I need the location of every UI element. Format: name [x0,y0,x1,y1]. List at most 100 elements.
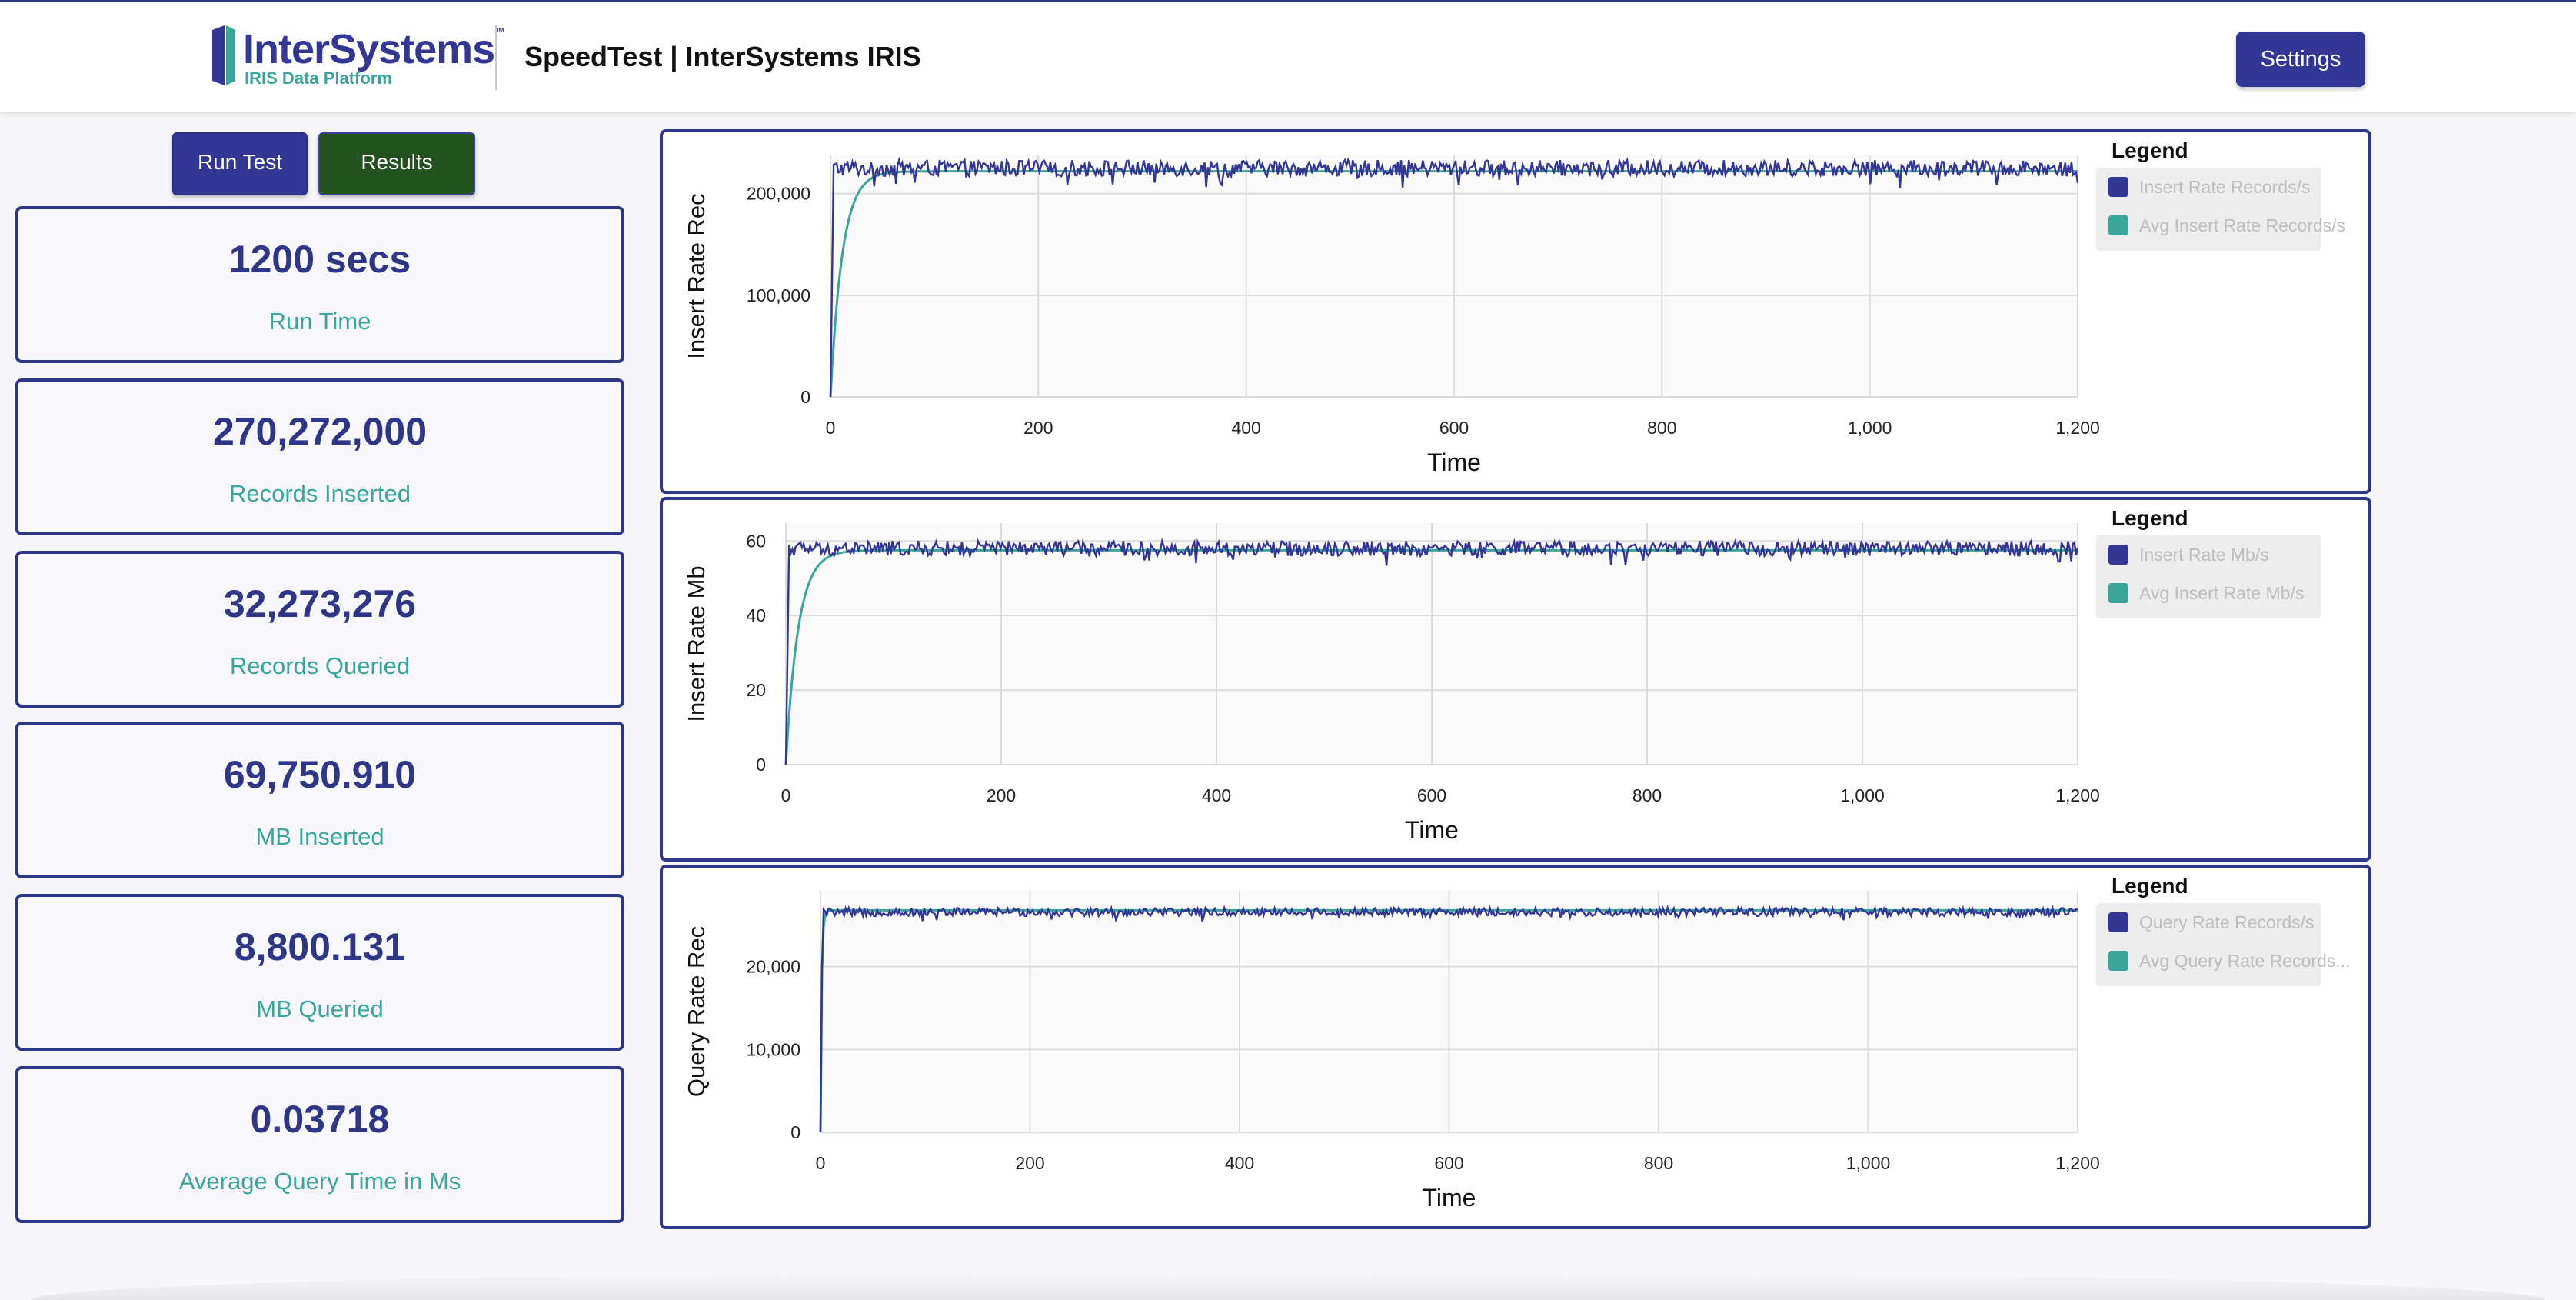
x-axis-label: Time [1427,448,1481,476]
x-tick-label: 200 [1015,1153,1044,1173]
stat-card-mb-queried: 8,800.131 MB Queried [15,894,624,1051]
legend: Insert Rate Mb/s Avg Insert Rate Mb/s [2096,535,2321,618]
x-tick-label: 1,200 [2055,1153,2100,1173]
stat-label: Run Time [268,308,371,335]
series-line-rate [829,156,2079,398]
legend-swatch [2108,215,2128,235]
stat-card-avg-query-time: 0.03718 Average Query Time in Ms [15,1066,624,1223]
stat-value: 8,800.131 [234,925,406,968]
legend-title: Legend [2112,874,2188,898]
logo-name: InterSystems™ [243,25,505,72]
logo-tagline: IRIS Data Platform [245,68,392,88]
x-tick-label: 400 [1202,785,1231,805]
y-axis-label: Insert Rate Rec [683,193,710,358]
x-tick-label: 800 [1632,785,1662,805]
bottom-shadow [31,1271,2545,1300]
x-tick-label: 1,000 [1848,418,1892,438]
legend-swatch [2108,545,2128,565]
series-line-average [784,548,2078,765]
stat-label: MB Queried [256,995,384,1022]
x-tick-label: 600 [1439,418,1469,438]
legend-label: Avg Insert Rate Mb/s [2139,583,2305,603]
legend-label: Query Rate Records/s [2139,912,2315,932]
stat-value: 69,750.910 [223,753,417,796]
chart-panel-query-rate-rec: 0 200 400 600 800 1,000 1,200 0 10,000 20,000 Time… [660,865,2371,1229]
x-tick-label: 1,200 [2055,418,2100,438]
stat-label: Average Query Time in Ms [178,1168,461,1195]
chart-insert-rate-rec: 0 200 400 600 800 1,000 1,200 0 100,000 200,000 Ti… [683,155,2100,476]
chart-query-rate-rec: 0 200 400 600 800 1,000 1,200 0 10,000 20,000 Time… [683,891,2100,1212]
x-axis-label: Time [1405,816,1459,844]
legend-label: Avg Insert Rate Records/s [2139,215,2346,235]
stat-value: 1200 secs [228,238,411,281]
top-border [0,0,2576,2]
x-tick-label: 200 [987,785,1016,805]
x-axis-label: Time [1423,1184,1476,1212]
legend-title: Legend [2112,138,2188,162]
legend-label: Insert Rate Mb/s [2139,545,2269,565]
x-tick-label: 1,200 [2055,785,2100,805]
stat-value: 0.03718 [250,1098,390,1141]
x-tick-label: 200 [1023,418,1053,438]
x-tick-label: 0 [781,785,791,805]
page-title: SpeedTest | InterSystems IRIS [524,41,921,72]
legend-swatch [2108,583,2128,603]
y-tick-label: 20,000 [747,957,800,977]
y-tick-label: 0 [800,387,810,407]
legend-item[interactable]: Insert Rate Records/s [2108,174,2321,200]
legend: Query Rate Records/s Avg Query Rate Reco… [2096,903,2350,986]
chart-panel-insert-rate-rec: 0 200 400 600 800 1,000 1,200 0 100,000 200,000 Ti… [660,129,2371,494]
legend-item[interactable]: Avg Query Rate Records... [2108,948,2350,974]
x-tick-label: 1,000 [1840,785,1885,805]
stat-card-records-inserted: 270,272,000 Records Inserted [15,378,624,535]
x-tick-label: 1,000 [1846,1153,1891,1173]
x-tick-label: 0 [826,418,836,438]
intersystems-logo: InterSystems™ IRIS Data Platform [209,24,505,88]
y-tick-label: 10,000 [747,1039,800,1059]
stat-card-records-queried: 32,273,276 Records Queried [15,551,624,708]
legend-item[interactable]: Avg Insert Rate Mb/s [2108,580,2321,606]
y-tick-label: 40 [746,605,766,625]
y-tick-label: 0 [756,755,766,775]
legend-label: Insert Rate Records/s [2139,177,2311,197]
legend-item[interactable]: Insert Rate Mb/s [2108,542,2321,568]
y-tick-label: 200,000 [747,184,810,204]
y-tick-label: 100,000 [747,285,810,305]
series-line-rate [819,904,2078,1133]
series-line-average [819,908,2078,1133]
y-axis-label: Query Rate Rec [683,926,710,1097]
legend-title: Legend [2112,506,2188,530]
legend: Insert Rate Records/s Avg Insert Rate Re… [2096,168,2345,251]
logo-mark-icon [212,25,235,85]
legend-swatch [2108,912,2128,932]
stat-card-mb-inserted: 69,750.910 MB Inserted [15,722,624,878]
chart-panel-insert-rate-mb: 0 200 400 600 800 1,000 1,200 0 20 40 60 Time Insert… [660,497,2371,862]
legend-item[interactable]: Avg Insert Rate Records/s [2108,212,2345,238]
results-button[interactable]: Results [318,132,475,195]
legend-label: Avg Query Rate Records... [2139,951,2351,971]
x-tick-label: 0 [816,1153,826,1173]
legend-swatch [2108,177,2128,197]
legend-swatch [2108,951,2128,971]
legend-item[interactable]: Query Rate Records/s [2108,909,2321,935]
y-tick-label: 60 [746,531,766,551]
y-tick-label: 0 [790,1122,800,1142]
x-tick-label: 600 [1417,785,1446,805]
stat-value: 32,273,276 [223,582,417,625]
header-divider [495,25,497,90]
series-line-rate [784,537,2079,765]
stat-label: MB Inserted [255,823,384,850]
stat-card-run-time: 1200 secs Run Time [15,206,624,363]
x-tick-label: 800 [1644,1153,1673,1173]
app-header: InterSystems™ IRIS Data Platform SpeedTe… [0,2,2576,112]
stat-value: 270,272,000 [212,410,428,453]
stat-label: Records Queried [229,652,411,679]
x-tick-label: 800 [1647,418,1676,438]
chart-insert-rate-mb: 0 200 400 600 800 1,000 1,200 0 20 40 60 Time Insert… [683,523,2100,844]
x-tick-label: 400 [1225,1153,1254,1173]
y-axis-label: Insert Rate Mb [683,565,710,722]
stat-label: Records Inserted [228,480,411,507]
settings-button[interactable]: Settings [2236,32,2365,87]
x-tick-label: 600 [1434,1153,1463,1173]
run-test-button[interactable]: Run Test [172,132,308,195]
